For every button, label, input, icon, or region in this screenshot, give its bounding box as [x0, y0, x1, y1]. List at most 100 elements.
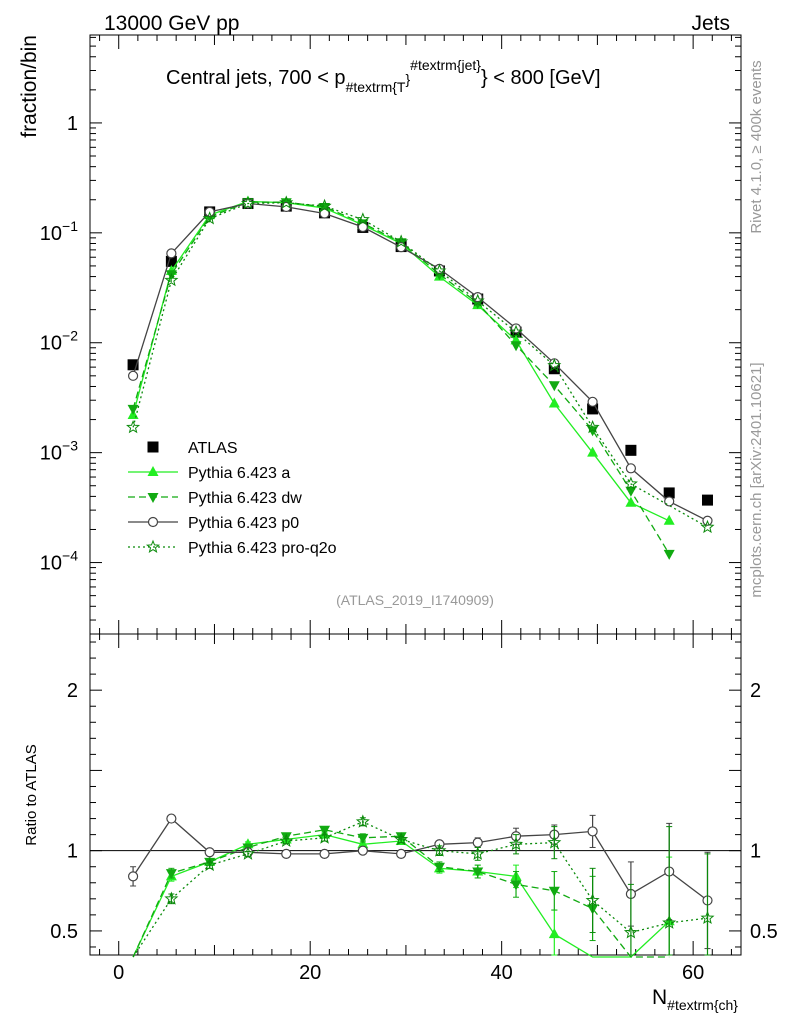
- x-axis-label-sub: #textrm{ch}: [667, 997, 738, 1013]
- ratio-series-pythia-6-423-p0: [127, 813, 713, 950]
- ratio-panel: 0.5 0.5 1 1 2 2 Ratio to ATLAS: [23, 633, 778, 958]
- x-tick-label: 20: [299, 962, 321, 984]
- main-y-ticks: 10−410−310−210−11: [40, 36, 741, 621]
- data-point: [240, 196, 255, 210]
- data-point: [127, 359, 139, 371]
- legend-label: Pythia 6.423 p0: [188, 515, 299, 532]
- data-point: [126, 419, 141, 434]
- data-point: [548, 397, 560, 408]
- energy-label: 13000 GeV pp: [104, 12, 239, 35]
- data-point: [587, 403, 599, 415]
- data-point: [625, 463, 637, 474]
- main-x-ticks: [99, 35, 732, 634]
- data-point: [127, 370, 139, 381]
- y-tick-label-exp: −3: [62, 438, 78, 454]
- ratio-series: [127, 813, 715, 958]
- ratio-point: [319, 848, 330, 859]
- ratio-point: [548, 886, 560, 897]
- data-point: [663, 549, 675, 560]
- x-tick-label: 60: [682, 962, 704, 984]
- data-point: [202, 211, 217, 225]
- ratio-x-ticks: [99, 634, 732, 955]
- y-tick-label-exp: −1: [62, 218, 78, 234]
- ratio-point: [280, 832, 292, 843]
- ratio-point: [317, 830, 332, 844]
- ratio-y-tick-label: 1: [67, 841, 78, 863]
- title-sub: #textrm{T: [346, 79, 406, 95]
- y-tick-label-exp: −2: [62, 328, 78, 344]
- ratio-point: [164, 891, 179, 905]
- ratio-point: [357, 833, 369, 844]
- title-suffix: } < 800 [GeV]: [481, 67, 601, 89]
- legend-marker: [147, 441, 159, 453]
- ratio-point: [509, 836, 524, 851]
- legend: ATLAS Pythia 6.423 a Pythia 6.423 dw Pythia…: [128, 440, 337, 557]
- legend-marker: [147, 466, 159, 476]
- data-point: [587, 396, 598, 407]
- data-point: [394, 234, 409, 248]
- ratio-line: [132, 817, 708, 901]
- ratio-point: [662, 915, 677, 929]
- y-tick-label-base: 10: [40, 443, 62, 465]
- data-point: [664, 496, 675, 507]
- y-tick-label: 10−4: [40, 548, 78, 575]
- data-point: [663, 487, 675, 499]
- x-tick-label: 0: [113, 962, 124, 984]
- ratio-point: [165, 869, 177, 880]
- x-tick-labels: 0 20 40 60: [113, 962, 704, 984]
- mcplots-label: mcplots.cern.ch [arXiv:2401.10621]: [748, 362, 765, 597]
- data-point: [319, 202, 331, 213]
- legend-marker: [147, 516, 159, 528]
- data-point: [510, 341, 522, 352]
- title-sup-brace: }: [405, 71, 410, 87]
- data-point: [317, 198, 332, 213]
- y-tick-label: 10−3: [40, 438, 78, 465]
- x-axis-label: N#textrm{ch}: [652, 986, 738, 1013]
- data-point: [700, 519, 715, 534]
- data-point: [281, 201, 292, 213]
- data-point: [587, 446, 599, 457]
- ratio-y-tick-label-right: 0.5: [750, 921, 778, 943]
- y-tick-label-base: 10: [40, 553, 62, 575]
- y-tick-label: 10−1: [40, 218, 78, 245]
- ratio-y-axis-label: Ratio to ATLAS: [23, 744, 40, 845]
- data-point: [701, 494, 713, 506]
- ratio-point: [166, 813, 177, 824]
- ratio-point: [510, 880, 522, 891]
- data-point: [547, 358, 562, 372]
- legend-item: Pythia 6.423 p0: [128, 515, 299, 532]
- data-point: [625, 486, 637, 497]
- legend-item: Pythia 6.423 dw: [128, 490, 302, 507]
- legend-label: Pythia 6.423 pro-q2o: [188, 540, 337, 557]
- ratio-point: [433, 862, 445, 873]
- data-point: [548, 381, 560, 392]
- legend-item: Pythia 6.423 pro-q2o: [128, 539, 337, 557]
- data-point: [587, 426, 599, 437]
- main-panel: 10−410−310−210−11 fraction/bin Central j…: [18, 34, 742, 635]
- data-point: [127, 404, 139, 415]
- legend-item: Pythia 6.423 a: [128, 465, 290, 482]
- ratio-point: [127, 871, 139, 882]
- legend-label: Pythia 6.423 a: [188, 465, 290, 482]
- legend-label: Pythia 6.423 dw: [188, 490, 302, 507]
- data-point: [164, 272, 179, 287]
- jets-label: Jets: [691, 12, 730, 35]
- ratio-y-tick-label-right: 2: [750, 680, 761, 702]
- ratio-point: [700, 910, 715, 925]
- ratio-point: [279, 833, 294, 848]
- series-line: [132, 202, 708, 522]
- data-point: [625, 496, 637, 507]
- main-series-pythia-6-423-p0: [127, 198, 713, 526]
- ratio-point: [432, 843, 447, 857]
- ratio-point: [281, 848, 292, 859]
- ratio-point: [547, 835, 562, 849]
- legend-marker: [145, 539, 161, 553]
- ratio-y-tick-label: 2: [67, 680, 78, 702]
- y-tick-label: 10−2: [40, 328, 78, 355]
- ratio-y-ticks: 0.5 0.5 1 1 2 2: [50, 641, 778, 948]
- data-point: [166, 248, 177, 259]
- y-tick-label-exp: −4: [62, 548, 78, 564]
- ratio-point: [472, 867, 484, 878]
- ratio-line: [132, 829, 670, 958]
